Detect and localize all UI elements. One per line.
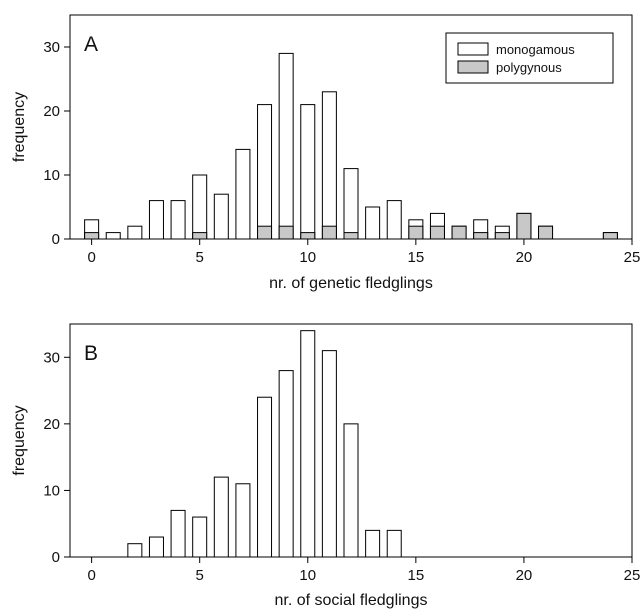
y-tick-label: 10 xyxy=(43,167,60,184)
legend-swatch-polygynous xyxy=(457,60,489,74)
bar-b-primary-6 xyxy=(213,476,229,558)
bar-a-secondary-8 xyxy=(257,225,273,240)
x-tick-label: 0 xyxy=(87,567,95,584)
plot-frame-a xyxy=(69,14,633,240)
y-tick-label: 20 xyxy=(43,416,60,433)
x-tick-label: 15 xyxy=(408,249,425,266)
x-tick-label: 5 xyxy=(196,567,204,584)
bar-b-primary-10 xyxy=(300,330,316,558)
x-tick-label: 15 xyxy=(408,567,425,584)
x-tick-label: 10 xyxy=(299,249,316,266)
plot-frame-b xyxy=(69,323,633,558)
panel-label: A xyxy=(84,33,98,56)
bar-a-secondary-10 xyxy=(300,232,316,240)
x-tick-label: 10 xyxy=(299,567,316,584)
x-axis-title: nr. of genetic fledglings xyxy=(269,275,433,292)
bar-b-primary-3 xyxy=(148,536,164,558)
y-axis-title: frequency xyxy=(11,92,28,162)
x-tick-label: 25 xyxy=(624,567,641,584)
bar-a-secondary-17 xyxy=(451,225,467,240)
bar-a-primary-12 xyxy=(343,168,359,240)
bar-b-primary-5 xyxy=(192,516,208,558)
bar-a-primary-9 xyxy=(278,52,294,240)
bar-a-primary-5 xyxy=(192,174,208,240)
bar-a-primary-10 xyxy=(300,104,316,240)
bar-a-secondary-24 xyxy=(602,232,618,240)
bar-b-primary-13 xyxy=(365,529,381,558)
y-axis-title: frequency xyxy=(11,405,28,475)
bar-a-primary-7 xyxy=(235,148,251,240)
x-tick-label: 20 xyxy=(516,567,533,584)
x-tick-label: 0 xyxy=(87,249,95,266)
y-tick-label: 0 xyxy=(52,231,60,248)
x-tick-label: 20 xyxy=(516,249,533,266)
bar-a-secondary-12 xyxy=(343,232,359,240)
legend-box xyxy=(445,32,614,84)
bar-a-secondary-16 xyxy=(429,225,445,240)
bar-b-primary-14 xyxy=(386,529,402,558)
y-tick-label: 30 xyxy=(43,39,60,56)
bar-a-secondary-15 xyxy=(408,225,424,240)
bar-b-primary-4 xyxy=(170,509,186,558)
y-tick-label: 30 xyxy=(43,349,60,366)
bar-a-primary-2 xyxy=(127,225,143,240)
bar-b-primary-9 xyxy=(278,370,294,558)
y-tick-label: 10 xyxy=(43,482,60,499)
x-axis-title: nr. of social fledglings xyxy=(275,592,428,609)
bar-a-secondary-9 xyxy=(278,225,294,240)
bar-b-primary-12 xyxy=(343,423,359,558)
bar-a-primary-3 xyxy=(148,200,164,240)
bar-a-primary-4 xyxy=(170,200,186,240)
bar-a-primary-14 xyxy=(386,200,402,240)
bar-a-secondary-19 xyxy=(494,232,510,240)
bar-b-primary-7 xyxy=(235,483,251,558)
bar-a-primary-6 xyxy=(213,193,229,240)
bar-b-primary-11 xyxy=(321,350,337,558)
bar-b-primary-2 xyxy=(127,543,143,558)
panel-label: B xyxy=(84,342,98,365)
bar-b-primary-8 xyxy=(257,396,273,558)
bar-a-primary-13 xyxy=(365,206,381,240)
bar-a-secondary-0 xyxy=(84,232,100,240)
bar-a-secondary-11 xyxy=(321,225,337,240)
legend-swatch-monogamous xyxy=(457,42,489,56)
y-tick-label: 20 xyxy=(43,103,60,120)
legend-label-monogamous: monogamous xyxy=(496,42,575,57)
x-tick-label: 25 xyxy=(624,249,641,266)
bar-a-secondary-21 xyxy=(538,225,554,240)
x-tick-label: 5 xyxy=(196,249,204,266)
bar-a-primary-8 xyxy=(257,104,273,240)
bar-a-primary-1 xyxy=(105,232,121,240)
y-tick-label: 0 xyxy=(52,549,60,566)
bar-a-secondary-18 xyxy=(473,232,489,240)
bar-a-secondary-5 xyxy=(192,232,208,240)
bar-a-secondary-20 xyxy=(516,212,532,240)
bar-a-primary-11 xyxy=(321,91,337,240)
legend-label-polygynous: polygynous xyxy=(496,60,562,75)
